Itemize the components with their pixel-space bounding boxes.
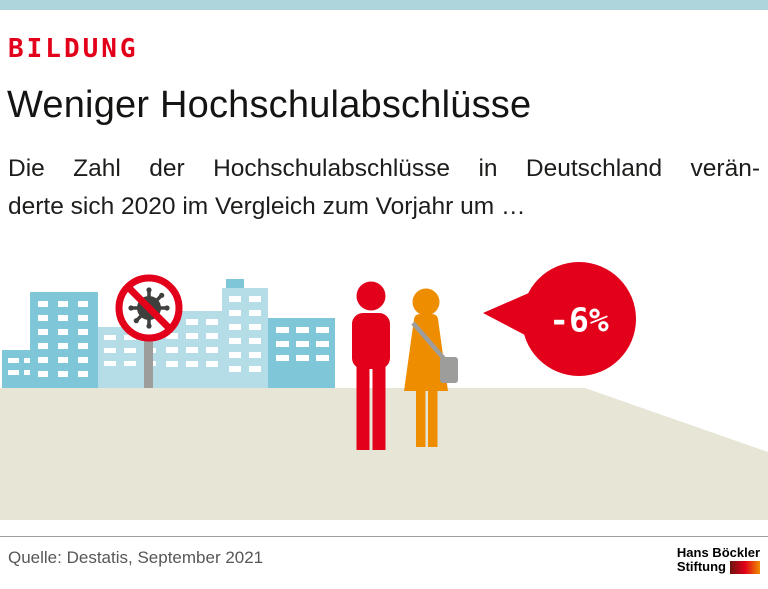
- shoulder-bag-icon: [411, 321, 458, 383]
- building-windows: [229, 296, 261, 372]
- bubble-value: -6%: [549, 301, 609, 340]
- sign-ring: [115, 274, 183, 342]
- top-accent-bar: [0, 0, 768, 10]
- logo-gradient-flag: [730, 560, 760, 574]
- bubble-circle: [522, 262, 636, 376]
- logo-line-2: Stiftung: [676, 559, 726, 574]
- woman-pictogram-icon: [404, 288, 458, 447]
- prohibition-bar: [126, 285, 172, 331]
- man-head: [356, 281, 386, 311]
- woman-head: [412, 288, 440, 316]
- speech-bubble-icon: -6%: [483, 262, 636, 376]
- ground: [0, 388, 768, 520]
- hans-boeckler-stiftung-logo: Hans Böckler Stiftung: [677, 546, 760, 574]
- source-text: Quelle: Destatis, September 2021: [8, 548, 264, 567]
- building-windows: [38, 301, 88, 377]
- no-virus-sign-icon: [115, 274, 183, 388]
- man-leg: [372, 365, 386, 450]
- building-windows: [8, 358, 35, 375]
- intro-text: Die Zahl der Hochschulabschlüsse in Deut…: [8, 150, 760, 226]
- man-leg: [356, 365, 370, 450]
- woman-dress: [404, 314, 448, 391]
- intro-line-2: derte sich 2020 im Vergleich zum Vorjahr…: [8, 193, 526, 220]
- woman-leg: [416, 391, 426, 447]
- man-torso: [352, 313, 390, 369]
- woman-leg: [428, 391, 438, 447]
- logo-row-2: Stiftung: [677, 560, 760, 574]
- category-kicker: BILDUNG: [8, 34, 139, 64]
- page-title: Weniger Hochschulabschlüsse: [7, 84, 532, 126]
- building-roof: [226, 279, 244, 289]
- illustration-scene: -6%: [0, 262, 768, 520]
- sign-pole: [144, 305, 153, 388]
- building-windows: [276, 327, 329, 361]
- building-windows: [104, 335, 156, 366]
- man-pictogram-icon: [352, 281, 390, 450]
- building: [222, 288, 268, 388]
- logo-line-1: Hans Böckler: [676, 545, 760, 560]
- bag-body: [440, 357, 458, 383]
- intro-line-1: Die Zahl der Hochschulabschlüsse in Deut…: [8, 155, 760, 182]
- footer-divider: [0, 536, 768, 537]
